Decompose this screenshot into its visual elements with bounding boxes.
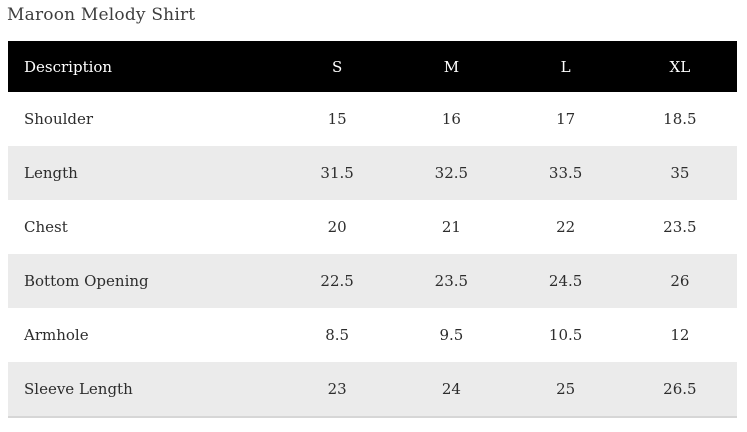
column-header-m: M	[394, 41, 509, 92]
table-row: Shoulder 15 16 17 18.5	[8, 92, 737, 146]
size-value-cell: 31.5	[320, 164, 354, 182]
size-value-cell: 10.5	[548, 326, 583, 344]
size-value-cell: 26.5	[663, 380, 697, 398]
table-row: Armhole 8.5 9.5 10.5 12	[8, 308, 737, 362]
size-value-cell: 21	[441, 218, 461, 236]
column-header-xl: XL	[622, 41, 737, 92]
size-value-cell: 20	[327, 218, 347, 236]
size-value-cell: 15	[327, 110, 347, 128]
size-value-cell: 16	[441, 110, 461, 128]
size-value-cell: 9.5	[439, 326, 464, 344]
size-value-cell: 33.5	[548, 164, 583, 182]
size-value-cell: 35	[670, 164, 690, 182]
size-value-cell: 26	[670, 272, 690, 290]
row-label: Length	[24, 164, 78, 182]
page-title: Maroon Melody Shirt	[7, 5, 196, 25]
column-header-description: Description	[8, 41, 280, 92]
size-value-cell: 23	[327, 380, 347, 398]
column-header-s: S	[280, 41, 395, 92]
table-row: Sleeve Length 23 24 25 26.5	[8, 362, 737, 417]
column-header-l: L	[508, 41, 623, 92]
size-value-cell: 18.5	[663, 110, 697, 128]
size-value-cell: 8.5	[325, 326, 350, 344]
size-value-cell: 12	[670, 326, 690, 344]
table-row: Bottom Opening 22.5 23.5 24.5 26	[8, 254, 737, 308]
row-label: Chest	[24, 218, 68, 236]
row-label: Bottom Opening	[24, 272, 149, 290]
table-row: Length 31.5 32.5 33.5 35	[8, 146, 737, 200]
size-chart-table: Description S M L XL Shoulder 15 16 17 1…	[8, 41, 737, 418]
size-value-cell: 32.5	[434, 164, 469, 182]
size-value-cell: 24.5	[548, 272, 583, 290]
size-value-cell: 23.5	[434, 272, 469, 290]
table-row: Chest 20 21 22 23.5	[8, 200, 737, 254]
row-label: Sleeve Length	[24, 380, 133, 398]
size-value-cell: 25	[556, 380, 576, 398]
size-value-cell: 24	[441, 380, 461, 398]
table-header-row: Description S M L XL	[8, 41, 737, 92]
row-label: Armhole	[24, 326, 89, 344]
size-value-cell: 23.5	[663, 218, 697, 236]
size-value-cell: 22.5	[320, 272, 354, 290]
size-value-cell: 17	[556, 110, 576, 128]
size-chart-page: Maroon Melody Shirt Description S M L XL…	[7, 5, 737, 418]
size-value-cell: 22	[556, 218, 576, 236]
row-label: Shoulder	[24, 110, 94, 128]
